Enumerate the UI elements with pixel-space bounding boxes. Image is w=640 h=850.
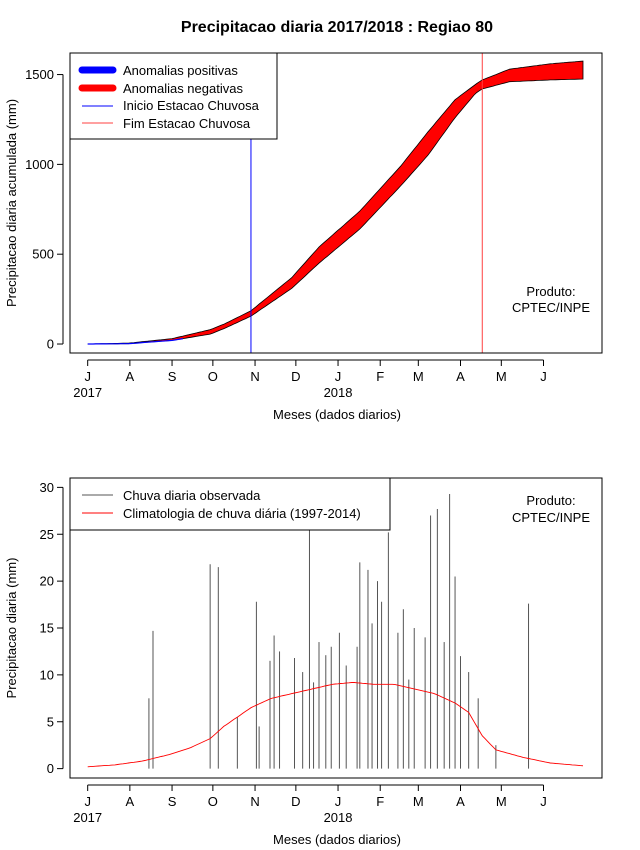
legend-positive-label: Anomalias positivas [123,63,238,78]
top-x-tick-label: A [456,369,465,384]
top-year-label: 2017 [73,385,102,400]
top-y-tick-label: 1000 [25,157,54,172]
bottom-year-label: 2018 [324,810,353,825]
top-x-tick-label: N [250,369,259,384]
positive-anomaly-line [87,338,184,345]
legend-top: Anomalias positivas Anomalias negativas … [69,52,278,140]
legend-climatology-label: Climatologia de chuva diária (1997-2014) [123,506,361,521]
product-label-top-line1: Produto: [526,284,575,299]
bottom-x-tick-label: O [208,794,218,809]
top-x-tick-label: D [291,369,300,384]
climatology-line [87,682,584,768]
bottom-y-tick-label: 30 [40,480,54,495]
legend-bottom-box [69,477,391,531]
top-x-tick-label: J [84,369,91,384]
top-x-tick-label: F [376,369,384,384]
bottom-x-tick-label: A [126,794,135,809]
top-x-tick-label: O [208,369,218,384]
chart-title: Precipitacao diaria 2017/2018 : Regiao 8… [181,19,493,36]
legend-negative-label: Anomalias negativas [123,81,243,96]
top-x-tick-label: M [413,369,424,384]
plot-frame-top [69,52,603,354]
product-label-bottom-line2: CPTEC/INPE [512,510,590,525]
bottom-y-tick-label: 10 [40,667,54,682]
bottom-x-tick-label: N [250,794,259,809]
top-x-tick-label: S [168,369,177,384]
top-x-tick-label: J [335,369,342,384]
negative-anomaly-area [87,60,584,345]
bottom-year-label: 2017 [73,810,102,825]
bottom-y-tick-label: 0 [47,761,54,776]
bottom-y-tick-label: 15 [40,621,54,636]
product-label-bottom-line1: Produto: [526,493,575,508]
legend-observed-label: Chuva diaria observada [123,488,261,503]
bottom-y-tick-label: 25 [40,527,54,542]
bottom-x-tick-label: A [456,794,465,809]
y-axis-label-bottom: Precipitacao diaria (mm) [4,558,19,699]
top-y-tick-label: 1500 [25,67,54,82]
product-label-top-line2: CPTEC/INPE [512,300,590,315]
bottom-x-tick-label: J [335,794,342,809]
legend-start-label: Inicio Estacao Chuvosa [123,98,260,113]
legend-end-label: Fim Estacao Chuvosa [123,116,251,131]
bottom-x-tick-label: S [168,794,177,809]
legend-bottom: Chuva diaria observada Climatologia de c… [69,477,391,531]
bottom-y-tick-label: 20 [40,574,54,589]
y-axis-label-top: Precipitacao diaria acumulada (mm) [4,99,19,307]
x-axis-label-bottom: Meses (dados diarios) [273,832,401,847]
bottom-x-tick-label: D [291,794,300,809]
bottom-x-tick-label: M [496,794,507,809]
bottom-x-tick-label: J [540,794,547,809]
top-year-label: 2018 [324,385,353,400]
top-x-tick-label: J [540,369,547,384]
x-axis-label-top: Meses (dados diarios) [273,407,401,422]
top-x-tick-label: M [496,369,507,384]
bottom-x-tick-label: M [413,794,424,809]
bottom-x-tick-label: J [84,794,91,809]
top-y-tick-label: 0 [47,337,54,352]
bottom-x-tick-label: F [376,794,384,809]
top-x-tick-label: A [126,369,135,384]
bottom-y-tick-label: 5 [47,714,54,729]
top-y-tick-label: 500 [32,247,54,262]
